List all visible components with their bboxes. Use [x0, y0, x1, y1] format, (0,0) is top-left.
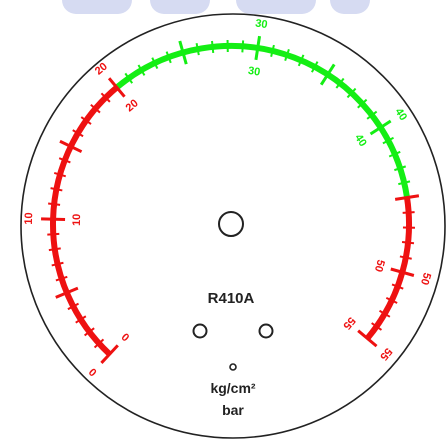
minor-tick: [90, 104, 101, 114]
major-tick: [178, 40, 188, 65]
minor-tick: [137, 64, 146, 76]
minor-tick: [53, 171, 67, 178]
scale-label-outer: 20: [93, 61, 110, 78]
minor-tick: [284, 49, 290, 62]
mounting-hole-right: [258, 323, 274, 339]
scale-label-outer: 55: [377, 345, 394, 362]
needle-pivot-hole: [218, 211, 244, 237]
minor-tick: [366, 110, 378, 120]
minor-tick: [80, 116, 92, 125]
top-banner-decoration: [0, 0, 446, 16]
major-tick: [100, 344, 119, 364]
minor-tick: [58, 157, 71, 164]
minor-tick: [357, 98, 368, 109]
scale-label-inner: 20: [124, 97, 141, 114]
minor-tick: [93, 338, 105, 349]
minor-tick: [55, 275, 68, 282]
major-tick: [357, 329, 378, 348]
minor-tick: [371, 322, 383, 331]
major-tick: [390, 267, 415, 277]
scale-label-inner: 55: [340, 314, 357, 331]
scale-label-inner: 40: [352, 132, 369, 149]
major-tick: [41, 217, 66, 222]
minor-tick: [401, 241, 415, 245]
minor-tick: [72, 129, 84, 138]
mounting-hole-left: [192, 323, 208, 339]
major-tick: [254, 35, 262, 61]
unit-label-kgcm2: kg/cm²: [210, 380, 255, 396]
scale-label-outer: 30: [254, 17, 268, 31]
zero-dot: [229, 363, 237, 371]
minor-tick: [48, 247, 61, 252]
minor-tick: [385, 296, 398, 304]
minor-tick: [211, 40, 215, 54]
minor-tick: [151, 57, 159, 69]
minor-tick: [124, 72, 134, 84]
minor-tick: [165, 51, 172, 64]
minor-tick: [379, 309, 391, 318]
minor-tick: [241, 40, 245, 53]
scale-label-outer: 50: [418, 271, 433, 286]
major-tick: [107, 77, 126, 98]
minor-tick: [195, 43, 200, 56]
minor-tick: [335, 77, 345, 89]
scale-arcs: [50, 43, 412, 357]
scale-label-inner: 30: [247, 65, 261, 79]
minor-tick: [47, 232, 60, 236]
major-tick: [369, 119, 392, 136]
minor-tick: [50, 187, 63, 192]
scale-label-outer: 0: [87, 365, 100, 378]
green-zone-arc: [114, 43, 410, 198]
minor-tick: [394, 165, 407, 172]
minor-tick: [75, 315, 87, 324]
minor-tick: [297, 54, 305, 67]
minor-tick: [100, 92, 111, 103]
major-tick: [59, 139, 83, 154]
scale-label-outer: 40: [392, 106, 409, 123]
scale-label-outer: 10: [23, 212, 35, 225]
minor-tick: [67, 302, 80, 311]
minor-tick: [388, 150, 401, 158]
major-tick: [319, 63, 336, 86]
major-tick: [394, 194, 420, 201]
minor-tick: [311, 61, 319, 73]
unit-label-bar: bar: [222, 402, 244, 418]
minor-tick: [48, 202, 61, 206]
scale-label-inner: 50: [372, 258, 387, 273]
refrigerant-label: R410A: [208, 290, 255, 307]
minor-tick: [402, 211, 415, 214]
minor-tick: [391, 283, 404, 290]
minor-tick: [382, 136, 394, 145]
minor-tick: [84, 327, 95, 337]
scale-ticks: [41, 35, 420, 364]
minor-tick: [399, 255, 412, 260]
minor-tick: [270, 44, 275, 57]
scale-label-inner: 0: [120, 330, 133, 343]
dial-outer-ring: [20, 13, 446, 439]
scale-label-inner: 10: [71, 214, 83, 227]
minor-tick: [51, 261, 64, 267]
minor-tick: [398, 180, 411, 186]
minor-tick: [346, 87, 357, 99]
major-tick: [55, 286, 79, 299]
